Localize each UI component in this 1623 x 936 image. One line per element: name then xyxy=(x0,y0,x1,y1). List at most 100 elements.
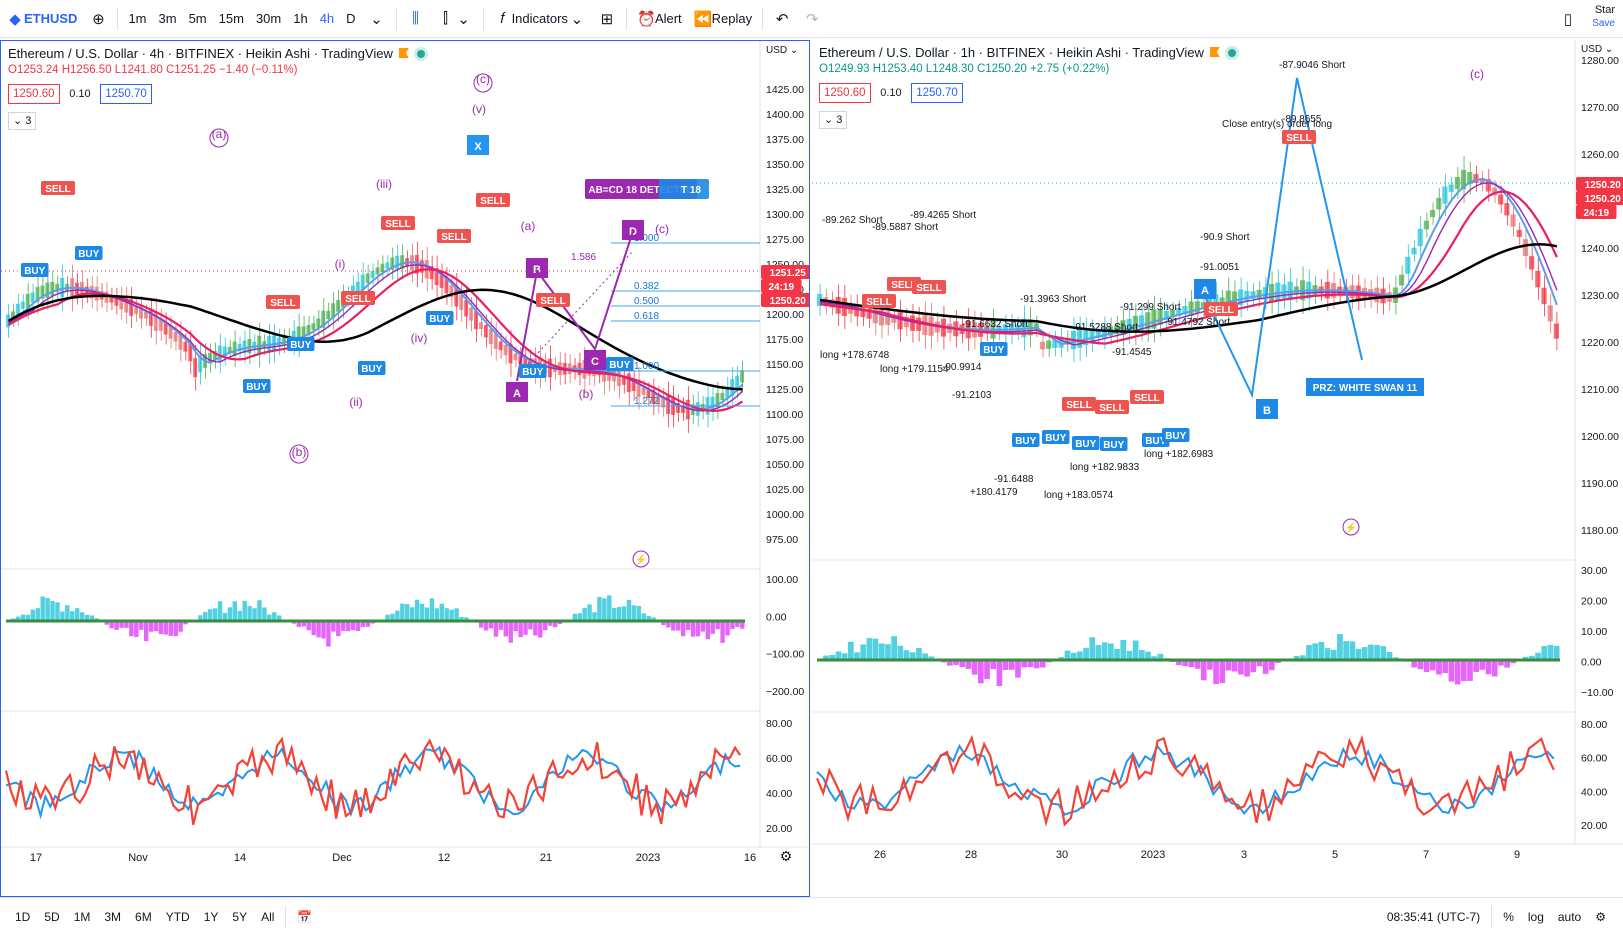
candle-style-button[interactable]: ⫼ xyxy=(401,0,431,38)
fib-label: 0.500 xyxy=(634,296,659,307)
candle-body xyxy=(356,282,360,293)
bar-style-button[interactable]: ⫿⌄ xyxy=(431,0,479,38)
symbol-search[interactable]: ◆ ETHUSD xyxy=(0,0,83,38)
compare-add-button[interactable]: ⊕ xyxy=(83,0,113,38)
interval-3m[interactable]: 3m xyxy=(153,0,183,38)
time-tick-label: 2023 xyxy=(636,852,660,864)
price-tick-label: 1175.00 xyxy=(766,334,803,346)
sell-signal: SELL xyxy=(1286,133,1312,144)
interval-dropdown[interactable]: ⌄ xyxy=(362,0,392,38)
candle-body xyxy=(1418,229,1423,246)
right-chart-canvas[interactable]: USD ⌄1280.001270.001260.001250.001240.00… xyxy=(812,40,1623,897)
macd-bar xyxy=(228,607,232,621)
macd-bar xyxy=(691,621,695,637)
range-3m[interactable]: 3M xyxy=(97,910,128,924)
range-1y[interactable]: 1Y xyxy=(197,910,226,924)
indicator-collapse-button[interactable]: ⌄ 3 xyxy=(819,111,847,129)
candle-body xyxy=(740,370,744,382)
trade-label: -91.2103 xyxy=(952,390,992,401)
interval-1m[interactable]: 1m xyxy=(122,0,152,38)
candle-body xyxy=(31,292,35,302)
candle-body xyxy=(464,300,468,317)
candle-body xyxy=(1411,248,1416,255)
chevron-down-icon: ⌄ xyxy=(455,10,473,28)
time-tick-label: 16 xyxy=(744,852,756,864)
sidebar-toggle-button[interactable]: ▯ xyxy=(1553,0,1583,38)
macd-bar xyxy=(972,660,978,675)
time-tick-label: 26 xyxy=(874,849,886,861)
buy-price-button[interactable]: 1250.70 xyxy=(100,84,152,104)
interval-1h[interactable]: 1h xyxy=(287,0,313,38)
currency-label: USD ⌄ xyxy=(766,45,798,56)
range-5y[interactable]: 5Y xyxy=(225,910,254,924)
candle-body xyxy=(1405,257,1410,274)
indicators-button[interactable]: 𝑓 Indicators ⌄ xyxy=(488,0,592,38)
sell-signal: SELL xyxy=(385,219,411,230)
flag-icon[interactable] xyxy=(1210,47,1220,57)
ohlc-open: O1253.24 xyxy=(8,64,59,76)
trade-label: -91.4792 Short xyxy=(1164,317,1230,328)
range-ytd[interactable]: YTD xyxy=(159,910,197,924)
macd-bar xyxy=(400,604,404,621)
candle-body xyxy=(366,273,370,283)
candle-body xyxy=(720,393,724,400)
macd-bar xyxy=(1306,645,1312,660)
interval-15m[interactable]: 15m xyxy=(213,0,250,38)
sell-price-button[interactable]: 1250.60 xyxy=(819,83,871,103)
candle-body xyxy=(1504,203,1509,215)
sell-price-button[interactable]: 1250.60 xyxy=(8,84,60,104)
lightning-glyph: ⚡ xyxy=(1345,521,1357,534)
layout-button[interactable]: ⊞ xyxy=(592,0,622,38)
macd-bar xyxy=(1356,649,1362,660)
macd-bar xyxy=(696,621,700,636)
sell-signal: SELL xyxy=(345,294,371,305)
flag-icon[interactable] xyxy=(399,48,409,58)
log-toggle[interactable]: log xyxy=(1521,910,1551,924)
undo-button[interactable]: ↶ xyxy=(767,0,797,38)
divider xyxy=(117,8,118,30)
price-tick-label: 1400.00 xyxy=(766,109,804,121)
replay-button[interactable]: ⏪ Replay xyxy=(688,0,758,38)
interval-5m[interactable]: 5m xyxy=(183,0,213,38)
macd-bar xyxy=(1133,640,1139,660)
wave-label: (a) xyxy=(521,219,536,233)
macd-bar xyxy=(31,610,35,621)
trade-label: -89.4265 Short xyxy=(910,210,976,221)
macd-bar xyxy=(879,643,885,660)
macd-bar xyxy=(1108,644,1114,660)
sell-signal: SELL xyxy=(270,298,296,309)
range-all[interactable]: All xyxy=(254,910,281,924)
right-chart-pane[interactable]: USD ⌄1280.001270.001260.001250.001240.00… xyxy=(812,40,1623,897)
divider xyxy=(285,906,286,928)
trade-label: -91.299 Short xyxy=(1120,302,1181,313)
range-5d[interactable]: 5D xyxy=(37,910,66,924)
macd-tick-label: 0.00 xyxy=(1581,657,1602,669)
redo-icon: ↷ xyxy=(803,10,821,28)
redo-button[interactable]: ↷ xyxy=(797,0,827,38)
alert-button[interactable]: ⏰ Alert xyxy=(631,0,688,38)
buy-price-button[interactable]: 1250.70 xyxy=(911,83,963,103)
goto-date-button[interactable]: 📅 xyxy=(290,910,319,924)
auto-toggle[interactable]: auto xyxy=(1551,910,1588,924)
symbol-name: ETHUSD xyxy=(24,11,77,26)
last-price-tag: 1250.20 xyxy=(1585,180,1622,191)
percent-toggle[interactable]: % xyxy=(1496,910,1521,924)
save-button[interactable]: Star Save xyxy=(1592,4,1615,30)
interval-4h[interactable]: 4h xyxy=(314,0,340,38)
macd-bar xyxy=(538,621,542,638)
macd-bar xyxy=(36,608,40,621)
interval-d[interactable]: D xyxy=(340,0,361,38)
macd-bar xyxy=(523,621,527,635)
chevron-down-icon: ⌄ xyxy=(568,10,586,28)
range-6m[interactable]: 6M xyxy=(128,910,159,924)
settings-button[interactable]: ⚙ xyxy=(1588,910,1613,924)
macd-bar xyxy=(711,621,715,634)
indicator-collapse-button[interactable]: ⌄ 3 xyxy=(8,112,36,130)
left-chart-canvas[interactable]: USD ⌄1425.001400.001375.001350.001325.00… xyxy=(1,41,810,897)
fib-label: 1.272 xyxy=(634,396,659,407)
range-1m[interactable]: 1M xyxy=(67,910,98,924)
range-1d[interactable]: 1D xyxy=(8,910,37,924)
interval-30m[interactable]: 30m xyxy=(250,0,287,38)
price-tick-label: 1000.00 xyxy=(766,509,804,521)
